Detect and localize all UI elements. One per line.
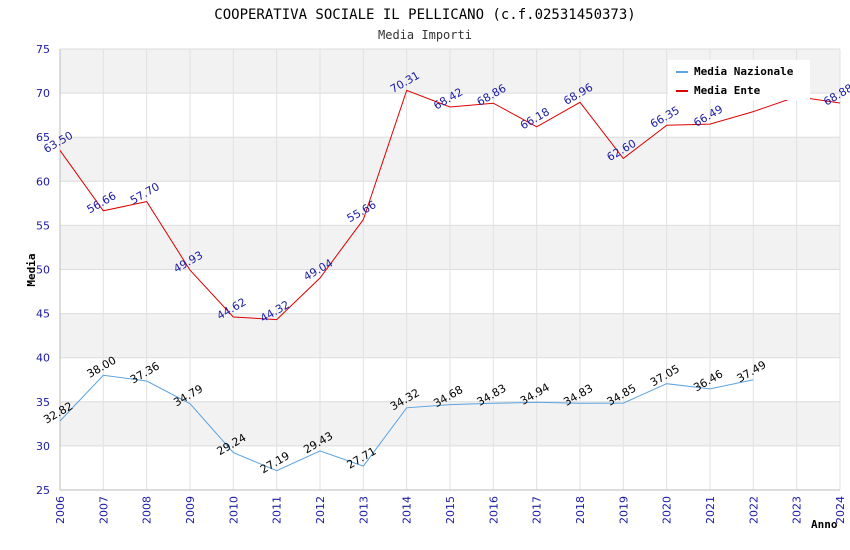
y-tick-label: 35 [36,396,50,409]
y-tick-label: 50 [36,264,50,277]
x-axis-label: Anno [811,518,838,531]
legend-box [668,60,810,100]
x-tick-label: 2021 [704,496,717,524]
x-tick-label: 2007 [97,496,110,524]
series-lines [59,89,841,472]
axes [59,49,840,491]
legend-label-ente: Media Ente [694,84,761,97]
series-line-nazionale [59,374,754,472]
chart-title: COOPERATIVA SOCIALE IL PELLICANO (c.f.02… [214,7,635,23]
x-tick-label: 2019 [617,496,630,524]
x-tick-label: 2009 [184,496,197,524]
chart-subtitle: Media Importi [378,28,472,42]
x-tick-label: 2023 [791,496,804,524]
x-tick-label: 2020 [661,496,674,524]
x-tick-label: 2017 [531,496,544,524]
x-tick-label: 2008 [141,496,154,524]
y-tick-label: 30 [36,440,50,453]
x-tick-label: 2011 [271,496,284,524]
x-tick-label: 2024 [834,496,847,524]
y-tick-label: 45 [36,308,50,321]
x-tick-label: 2015 [444,496,457,524]
x-tick-label: 2012 [314,496,327,524]
x-tick-label: 2022 [747,496,760,524]
x-tick-label: 2006 [54,496,67,524]
y-axis-label: Media [25,253,38,286]
y-tick-label: 65 [36,131,50,144]
y-tick-label: 75 [36,43,50,56]
y-tick-label: 55 [36,219,50,232]
legend-label-nazionale: Media Nazionale [694,65,794,78]
y-tick-label: 40 [36,352,50,365]
series-line-ente [59,89,841,321]
x-tick-labels: 2006 2007 2008 2009 2010 2011 2012 2013 2014 2015… [54,496,847,524]
x-tick-label: 2010 [227,496,240,524]
legend: Media Nazionale Media Ente [668,60,810,100]
y-tick-label: 25 [36,484,50,497]
y-tick-label: 70 [36,87,50,100]
x-tick-label: 2013 [357,496,370,524]
x-tick-label: 2018 [574,496,587,524]
x-tick-label: 2014 [401,496,414,524]
y-tick-label: 60 [36,175,50,188]
x-tick-label: 2016 [487,496,500,524]
y-tick-labels: 25 30 35 40 45 50 55 60 65 70 75 [36,43,50,497]
